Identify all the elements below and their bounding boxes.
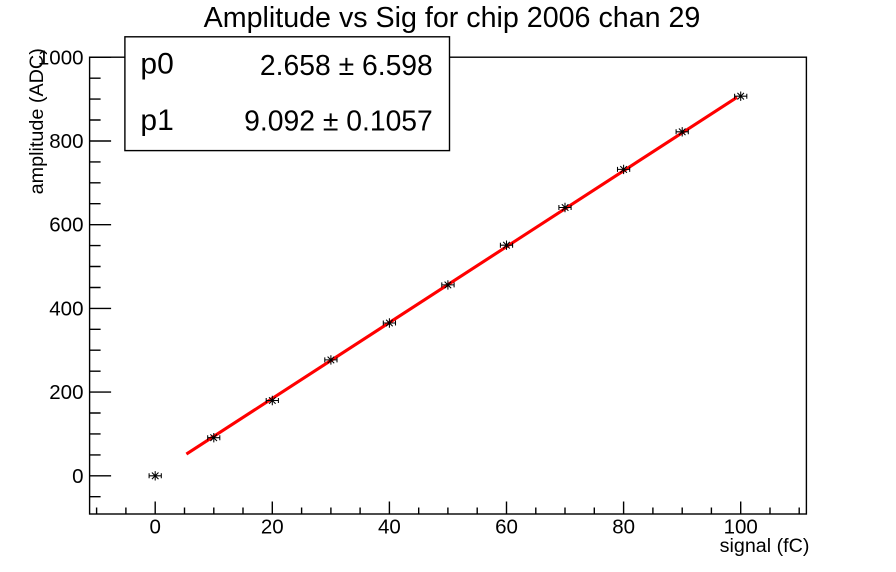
svg-text:amplitude (ADC): amplitude (ADC): [26, 48, 48, 194]
svg-text:0: 0: [72, 465, 83, 488]
svg-text:600: 600: [49, 214, 83, 237]
svg-text:80: 80: [612, 516, 635, 539]
svg-text:800: 800: [49, 130, 83, 153]
svg-text:1000: 1000: [38, 46, 84, 69]
svg-text:60: 60: [495, 516, 518, 539]
svg-text:2.658 ± 6.598: 2.658 ± 6.598: [260, 49, 433, 81]
svg-text:p0: p0: [140, 47, 173, 80]
svg-text:40: 40: [378, 516, 401, 539]
svg-text:9.092 ± 0.1057: 9.092 ± 0.1057: [244, 104, 433, 136]
svg-text:Amplitude vs Sig for chip 2006: Amplitude vs Sig for chip 2006 chan 29: [204, 2, 701, 34]
svg-text:200: 200: [49, 381, 83, 404]
svg-text:signal (fC): signal (fC): [720, 535, 810, 557]
svg-text:0: 0: [149, 516, 160, 539]
svg-text:20: 20: [261, 516, 284, 539]
svg-text:100: 100: [724, 516, 758, 539]
svg-text:p1: p1: [140, 104, 173, 137]
svg-text:400: 400: [49, 297, 83, 320]
